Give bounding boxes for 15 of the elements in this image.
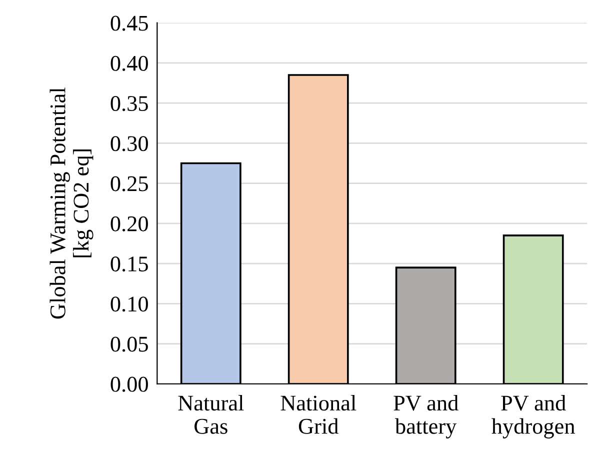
y-tick-label: 0.25 (110, 176, 148, 192)
y-tick-label: 0.15 (110, 256, 148, 272)
y-tick-label: 0.40 (110, 56, 148, 71)
y-tick-label: 0.35 (110, 96, 148, 112)
x-tick-label: Natural Gas (178, 394, 244, 434)
x-tick-label: National Grid (280, 394, 356, 434)
y-tick-label: 0.30 (110, 136, 148, 152)
y-tick-label: 0.20 (110, 216, 148, 232)
x-tick-label: PV and battery (394, 394, 458, 438)
y-axis-title: Global Warming Potential [kg CO2 eq] (50, 88, 94, 319)
x-tick-label: PV and hydrogen (492, 394, 575, 438)
y-tick-label: 0.45 (110, 16, 148, 31)
y-tick-label: 0.10 (110, 296, 148, 312)
y-tick-label: 0.05 (110, 336, 148, 352)
y-tick-label: 0.00 (110, 376, 148, 392)
